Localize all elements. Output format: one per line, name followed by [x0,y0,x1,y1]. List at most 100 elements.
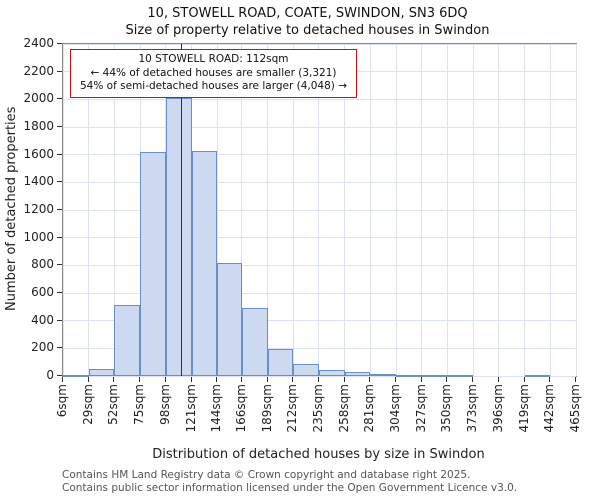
h-gridline [63,237,576,239]
x-tick-mark [472,377,474,382]
x-tick-label: 235sqm [310,384,325,433]
x-tick-mark [549,377,551,382]
v-gridline [421,44,423,376]
annotation-box: 10 STOWELL ROAD: 112sqm ← 44% of detache… [70,49,358,98]
y-tick-mark [57,375,62,376]
y-tick-mark [57,153,62,155]
y-tick-mark [57,347,62,349]
y-tick-mark [57,319,62,321]
x-tick-label: 327sqm [413,384,428,433]
h-gridline [63,98,576,100]
chart-title: 10, STOWELL ROAD, COATE, SWINDON, SN3 6D… [147,6,468,21]
y-tick-label: 1800 [23,119,54,133]
y-tick-mark [57,236,62,238]
x-tick-label: 281sqm [362,384,377,433]
x-tick-label: 52sqm [106,384,121,425]
v-gridline [292,44,294,376]
h-gridline [63,126,576,128]
y-tick-label: 2200 [23,63,54,78]
v-gridline [318,44,320,376]
x-tick-label: 166sqm [233,384,248,433]
x-tick-label: 465sqm [568,384,582,433]
x-tick-mark [395,377,397,382]
x-tick-mark [216,377,218,382]
annotation-larger-line: 54% of semi-detached houses are larger (… [80,80,348,93]
property-size-marker-line [180,44,183,376]
x-tick-label: 121sqm [183,384,198,433]
histogram-bar [217,262,242,376]
x-tick-label: 144sqm [209,384,224,433]
x-tick-label: 29sqm [80,384,95,425]
h-gridline [63,154,576,156]
v-gridline [524,44,526,376]
y-tick-label: 2000 [23,91,54,106]
histogram-bar [318,369,345,376]
y-tick-label: 400 [31,312,54,327]
x-tick-label: 442sqm [542,384,557,433]
y-tick-label: 600 [31,285,54,299]
histogram-bar [344,371,371,376]
histogram-bar [524,374,551,377]
histogram-bar [63,374,89,377]
y-tick-mark [57,292,62,293]
h-gridline [63,347,576,349]
x-tick-label: 396sqm [490,384,505,433]
histogram-bar [241,308,268,376]
y-tick-label: 1400 [23,174,54,189]
histogram-bar [191,150,218,376]
y-tick-mark [57,264,62,266]
y-tick-label: 1000 [23,229,54,244]
x-tick-mark [164,377,166,382]
x-tick-label: 304sqm [388,384,403,433]
x-tick-mark [240,377,242,382]
x-tick-mark [369,377,371,382]
v-gridline [498,44,500,376]
x-tick-mark [87,377,89,382]
h-gridline [63,43,576,45]
annotation-smaller-line: ← 44% of detached houses are smaller (3,… [90,66,337,79]
chart-subtitle: Size of property relative to detached ho… [125,23,490,38]
x-tick-mark [343,377,345,382]
x-tick-mark [317,377,319,382]
v-gridline [575,44,577,376]
v-gridline [113,44,115,376]
x-tick-label: 189sqm [259,384,274,433]
x-tick-label: 350sqm [439,384,454,433]
v-gridline [267,44,269,376]
y-tick-mark [57,43,62,44]
v-gridline [395,44,397,376]
histogram-bar [447,374,474,377]
histogram-bar [88,369,115,376]
v-gridline [62,44,64,376]
x-tick-mark [266,377,268,382]
y-tick-label: 2400 [23,36,54,50]
y-tick-label: 0 [46,368,54,382]
histogram-bar [114,305,141,376]
histogram-bar [421,374,448,377]
x-tick-mark [292,377,294,382]
h-gridline [63,209,576,211]
x-tick-label: 212sqm [285,384,300,433]
x-tick-mark [575,377,576,382]
x-tick-label: 75sqm [132,384,147,425]
v-gridline [241,44,243,376]
v-gridline [446,44,448,376]
x-tick-mark [446,377,448,382]
h-gridline [63,181,576,183]
x-tick-mark [190,377,192,382]
x-tick-label: 258sqm [336,384,351,433]
h-gridline [63,375,576,377]
annotation-property-line: 10 STOWELL ROAD: 112sqm [138,53,289,65]
plot-area [62,43,577,377]
x-tick-mark [139,377,141,382]
y-tick-label: 200 [31,340,54,355]
y-tick-label: 1200 [23,202,54,216]
x-tick-mark [62,377,63,382]
h-gridline [63,320,576,322]
histogram-bar [140,151,166,376]
x-axis-label: Distribution of detached houses by size … [152,447,485,462]
x-tick-label: 373sqm [465,384,480,433]
y-tick-label: 1600 [23,146,54,161]
footer-licence-line: Contains public sector information licen… [62,481,518,494]
